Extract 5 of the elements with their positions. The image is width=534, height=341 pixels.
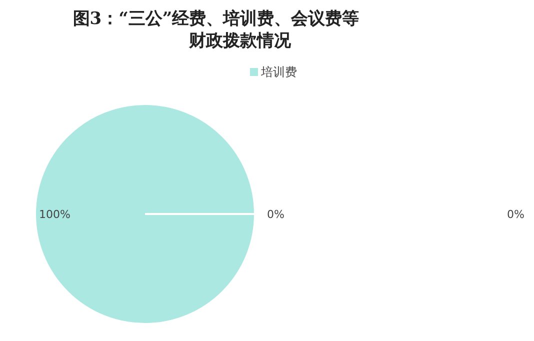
chart-title: 图3：“三公”经费、培训费、会议费等财政拨款情况 <box>72 9 360 51</box>
legend-label: 培训费 <box>260 65 297 79</box>
text: 0% <box>507 208 524 221</box>
data-label: 100% <box>39 208 70 221</box>
text: 0% <box>267 208 284 221</box>
